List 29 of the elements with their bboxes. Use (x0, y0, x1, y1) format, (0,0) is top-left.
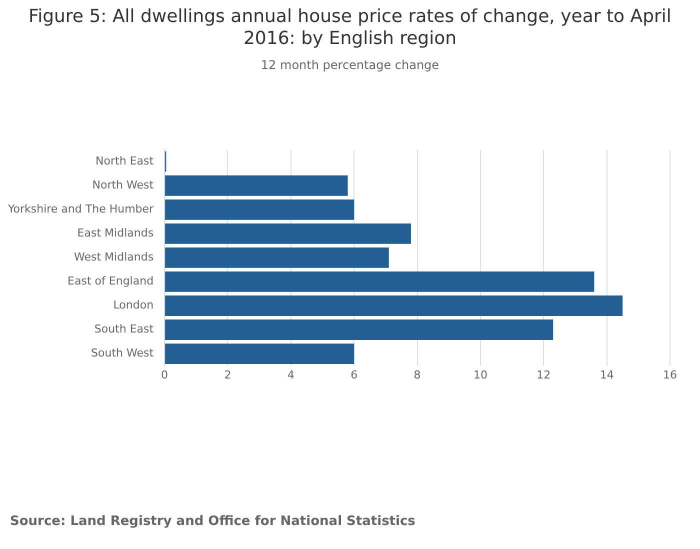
bar (165, 247, 389, 268)
x-tick-label: 10 (473, 368, 488, 382)
y-tick-label: London (113, 298, 154, 312)
x-tick-label: 0 (161, 368, 168, 382)
y-tick-label: South East (94, 322, 154, 336)
y-tick-label: West Midlands (74, 250, 154, 264)
x-tick-label: 4 (287, 368, 294, 382)
x-tick-label: 2 (224, 368, 232, 382)
bar (165, 223, 411, 244)
y-tick-label: East Midlands (77, 226, 154, 240)
x-tick-label: 16 (663, 368, 677, 382)
source-note: Source: Land Registry and Office for National Statistics (10, 514, 416, 529)
chart-subtitle: 12 month percentage change (260, 58, 440, 72)
chart-title: Figure 5: All dwellings annual house price rates of change, year to April 2016: by English region (28, 6, 672, 50)
y-tick-label: South West (91, 346, 154, 360)
x-tick-label: 12 (536, 368, 551, 382)
x-tick-label: 8 (414, 368, 421, 382)
y-tick-label: East of England (68, 274, 154, 288)
bar (165, 175, 348, 196)
bar (165, 320, 554, 340)
bar (165, 296, 623, 316)
x-tick-label: 14 (600, 368, 614, 382)
bar (165, 344, 354, 364)
bar (165, 272, 594, 292)
y-tick-label: North West (92, 178, 154, 192)
x-tick-label: 6 (350, 368, 358, 382)
y-tick-label: North East (96, 154, 154, 168)
bar (165, 199, 354, 220)
y-tick-label: Yorkshire and The Humber (7, 202, 154, 216)
